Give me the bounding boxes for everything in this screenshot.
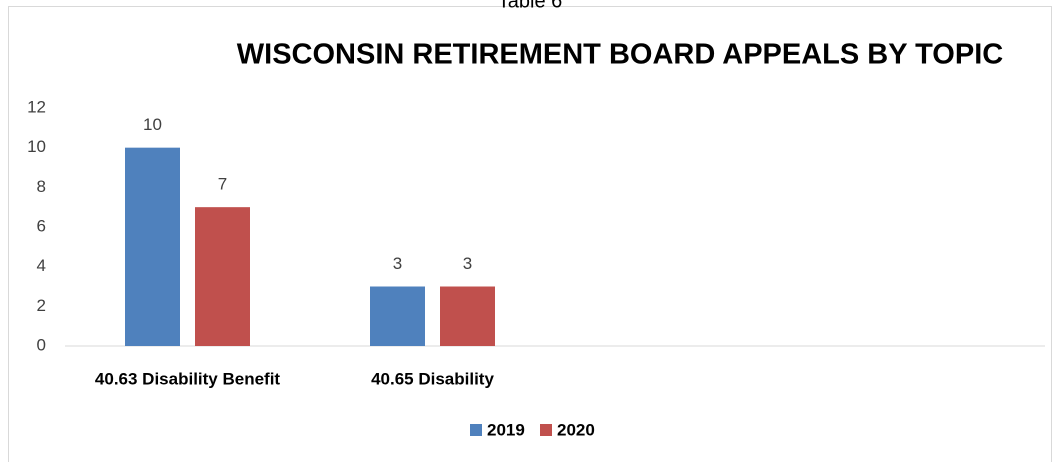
data-label: 10: [143, 115, 162, 134]
chart-title: WISCONSIN RETIREMENT BOARD APPEALS BY TO…: [237, 39, 1003, 71]
legend-label: 2019: [487, 420, 525, 439]
bar: [440, 286, 495, 346]
y-tick-label: 4: [37, 256, 46, 275]
chart-frame: [8, 6, 1052, 462]
y-tick-label: 8: [37, 177, 46, 196]
y-tick-label: 10: [27, 137, 46, 156]
legend-label: 2020: [557, 420, 595, 439]
y-tick-label: 6: [37, 216, 46, 235]
legend-swatch: [540, 424, 552, 436]
bar: [370, 286, 425, 346]
bar: [125, 147, 180, 346]
data-label: 3: [463, 254, 472, 273]
legend-swatch: [470, 424, 482, 436]
data-label: 7: [218, 175, 227, 194]
caption: Table 6: [498, 0, 563, 12]
data-label: 3: [393, 254, 402, 273]
x-tick-label: 40.63 Disability Benefit: [95, 369, 281, 388]
y-tick-label: 2: [37, 296, 46, 315]
x-tick-label: 40.65 Disability: [371, 369, 494, 388]
bar: [195, 207, 250, 346]
y-tick-label: 0: [37, 335, 46, 354]
y-tick-label: 12: [27, 97, 46, 116]
